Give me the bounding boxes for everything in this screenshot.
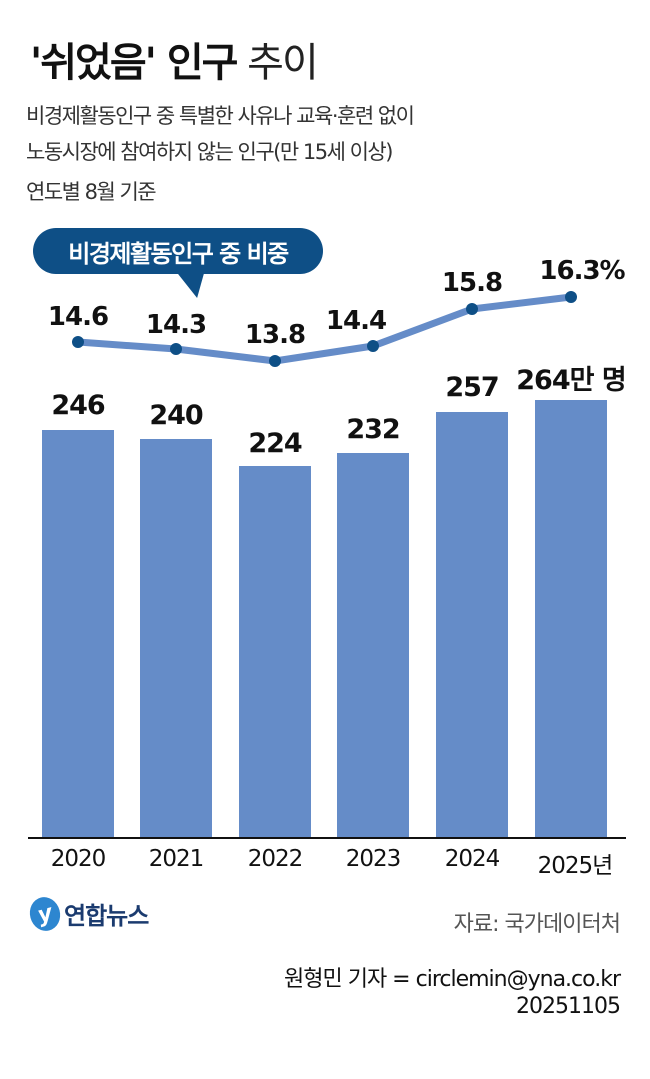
bar-value-label: 246 (51, 390, 105, 421)
title-bold: '쉬었음' 인구 (30, 40, 238, 86)
bar-value-label: 264만 명 (516, 365, 626, 396)
title-light: 추이 (247, 40, 319, 86)
yonhap-logo-icon: y (26, 893, 64, 934)
line-value-label: 13.8 (244, 320, 306, 350)
line-marker (170, 343, 182, 355)
x-tick-label: 2024 (444, 846, 501, 872)
line-series-label: 비경제활동인구 중 비중 (33, 228, 323, 274)
subtitle-line-3: 연도별 8월 기준 (26, 180, 157, 204)
line-value-label: 16.3% (539, 256, 625, 286)
bar-2021 (140, 439, 212, 837)
yonhap-logo: y 연합뉴스 (26, 893, 149, 934)
bar-value-label: 257 (445, 372, 499, 403)
line-value-label: 14.3 (145, 310, 207, 340)
bar-value-label: 224 (248, 428, 302, 459)
logo-text: 연합뉴스 (64, 902, 149, 930)
line-marker (466, 303, 478, 315)
line-marker (565, 291, 577, 303)
line-value-label: 14.6 (47, 302, 109, 332)
page-title: '쉬었음' 인구 추이 (30, 30, 319, 88)
x-tick-label: 2020 (50, 846, 107, 872)
credit-block: 원형민 기자 = circlemin@yna.co.kr 20251105 (284, 966, 621, 1020)
x-tick-label: 2021 (148, 846, 205, 872)
bar-value-label: 232 (346, 414, 400, 445)
line-marker (72, 336, 84, 348)
bar-2023 (337, 453, 409, 837)
line-value-label: 14.4 (325, 306, 387, 336)
subtitle-line-2: 노동시장에 참여하지 않는 인구(만 15세 이상) (26, 140, 393, 164)
reporter-credit: 원형민 기자 = circlemin@yna.co.kr (284, 967, 621, 992)
x-tick-label: 2025년 (537, 853, 614, 879)
x-axis-line (28, 837, 626, 839)
publish-date: 20251105 (516, 994, 621, 1019)
bar-2025 (535, 400, 607, 837)
source-note: 자료: 국가데이터처 (453, 912, 621, 937)
bar-2024 (436, 412, 508, 837)
x-tick-label: 2022 (247, 846, 304, 872)
line-marker (367, 340, 379, 352)
x-tick-label: 2023 (345, 846, 402, 872)
line-marker (269, 355, 281, 367)
bar-value-label: 240 (149, 400, 203, 431)
line-value-label: 15.8 (441, 268, 503, 298)
bar-2020 (42, 430, 114, 837)
subtitle-line-1: 비경제활동인구 중 특별한 사유나 교육·훈련 없이 (26, 104, 415, 128)
bar-2022 (239, 466, 311, 837)
